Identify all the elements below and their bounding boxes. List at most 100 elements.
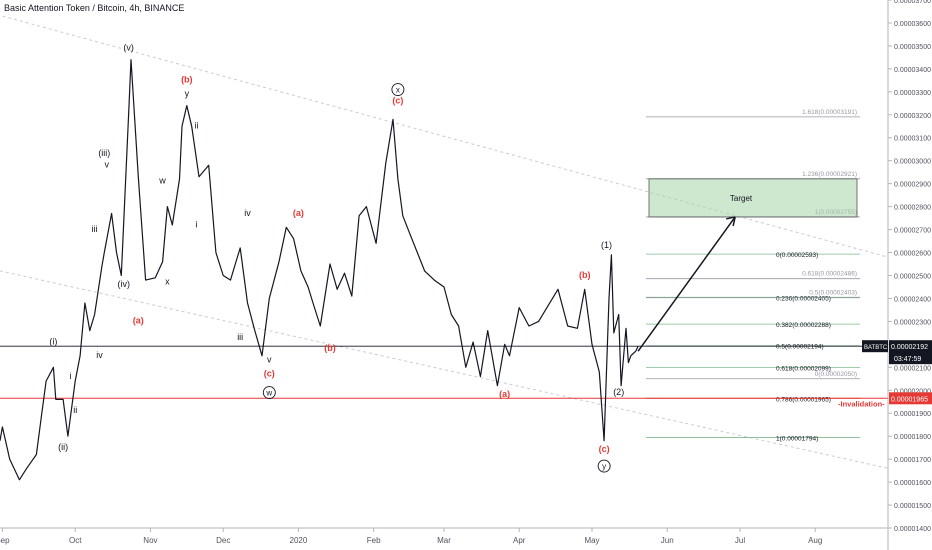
x-tick-label: Feb — [367, 536, 381, 545]
y-tick-label: 0.00003100 — [894, 136, 931, 143]
symbol-label: BATBTC — [864, 345, 888, 351]
y-tick-label: 0.00003300 — [894, 90, 931, 97]
wave-label: x — [165, 277, 170, 287]
x-tick-label: Sep — [0, 536, 10, 545]
y-tick-label: 0.00001500 — [894, 503, 931, 510]
y-tick-label: 0.00002300 — [894, 319, 931, 326]
y-tick-label: 0.00001700 — [894, 457, 931, 464]
y-tick-label: 0.00003600 — [894, 21, 931, 28]
wave-label: y — [185, 88, 190, 98]
wave-label: (2) — [613, 387, 624, 397]
x-tick-label: Jun — [661, 536, 674, 545]
wave-label: w — [158, 176, 166, 186]
wave-label: (b) — [579, 270, 591, 280]
price-line — [0, 59, 639, 481]
y-tick-label: 0.00002700 — [894, 228, 931, 235]
wave-label: v — [267, 355, 272, 365]
wave-circle-label: y — [602, 462, 606, 471]
symbol-tag — [862, 340, 888, 353]
countdown-label: 03:47:59 — [894, 356, 921, 363]
wave-circle — [391, 83, 405, 96]
fib-extension-label: 1.618(0.00003191) — [802, 109, 857, 116]
wave-label: (b) — [324, 343, 336, 353]
wave-label: (iii) — [98, 148, 110, 158]
wave-label: iv — [96, 350, 103, 360]
y-tick-label: 0.00002800 — [894, 205, 931, 212]
y-tick-label: 0.00003000 — [894, 159, 931, 166]
last-price-label: 0.00002192 — [891, 344, 928, 351]
wave-label: (c) — [392, 95, 403, 105]
wave-label: i — [69, 371, 71, 381]
wave-label: (1) — [601, 240, 612, 250]
price-axis-bg — [888, 0, 932, 550]
price-series — [0, 59, 639, 481]
x-tick-label: Aug — [808, 536, 822, 545]
y-tick-label: 0.00002100 — [894, 365, 931, 372]
fib-retracement-label: 0.5(0.00002194) — [776, 344, 824, 351]
trend-channel — [0, 15, 889, 469]
wave-label: iv — [244, 208, 251, 218]
y-tick-label: 0.00003200 — [894, 113, 931, 120]
wave-label: (c) — [599, 444, 610, 454]
fib-extension-label: 0(0.00002050) — [815, 371, 857, 378]
wave-label: (a) — [293, 208, 304, 218]
y-tick-label: 0.00002900 — [894, 182, 931, 189]
wave-circle — [597, 459, 611, 473]
wave-label: i — [196, 219, 198, 229]
fib-retracement-label: 0.786(0.00001965) — [776, 396, 831, 403]
wave-label: (ii) — [58, 442, 68, 452]
fib-retracement-label: 0(0.00002593) — [776, 252, 818, 259]
y-tick-label: 0.00002400 — [894, 296, 931, 303]
fib-retracement-label: 0.382(0.00002288) — [776, 322, 831, 329]
target-label: Target — [730, 194, 753, 203]
fib-retracement-label: 0.618(0.00002099) — [776, 366, 831, 373]
wave-labels: (i)(ii)iiiiiiivv(iii)(iv)(v)(a)wx(b)yiii… — [49, 43, 624, 473]
wave-label: (iv) — [117, 279, 130, 289]
y-tick-label: 0.00003400 — [894, 67, 931, 74]
y-tick-label: 0.00001600 — [894, 480, 931, 487]
wave-circle-label: w — [265, 389, 272, 398]
wave-label: (c) — [264, 368, 275, 378]
fib-extension-label: 1.236(0.00002921) — [802, 171, 857, 178]
projection-arrow — [637, 216, 736, 352]
y-tick-label: 0.00001400 — [894, 526, 931, 533]
y-tick-label: 0.00002500 — [894, 273, 931, 280]
wave-label: (a) — [133, 316, 144, 326]
target-zone: Target — [648, 178, 858, 218]
wave-circle — [262, 386, 276, 400]
y-tick-label: 0.00001900 — [894, 411, 931, 418]
x-tick-label: 2020 — [290, 536, 308, 545]
y-tick-label: 0.00003700 — [894, 0, 931, 5]
invalidation-price-tag — [889, 392, 932, 405]
x-tick-label: Jul — [735, 536, 745, 545]
invalidation-label: -Invalidation- — [838, 399, 885, 408]
x-tick-label: Apr — [513, 536, 526, 545]
wave-label: (i) — [49, 336, 57, 346]
wave-label: iii — [92, 224, 98, 234]
y-tick-label: 0.00002000 — [894, 388, 931, 395]
x-tick-label: Dec — [216, 536, 230, 545]
wave-circle-label: x — [396, 86, 400, 95]
x-tick-label: May — [584, 536, 599, 545]
last-price-tag — [889, 340, 932, 365]
arrow-line — [637, 216, 736, 352]
x-tick-label: Oct — [69, 536, 82, 545]
fib-retracement-label: 0.236(0.00002405) — [776, 295, 831, 302]
wave-label: (b) — [181, 75, 193, 85]
fib-retracement-label: 1(0.00001794) — [776, 436, 818, 443]
fib-levels: 0(0.00002593) 0.236(0.00002405) 0.382(0.00… — [0, 109, 888, 443]
target-box — [648, 178, 858, 218]
wave-label: v — [105, 160, 110, 170]
wave-label: (v) — [123, 43, 134, 53]
chart-title: Basic Attention Token / Bitcoin, 4h, BIN… — [4, 3, 185, 13]
fib-extension-label: 0.618(0.00002486) — [802, 271, 857, 278]
y-tick-label: 0.00002600 — [894, 251, 931, 258]
channel-line — [0, 270, 889, 469]
invalidation-price-label: 0.00001965 — [891, 396, 928, 403]
fib-extension-label: 0.5(0.00002403) — [809, 290, 857, 297]
arrow-head — [725, 216, 736, 227]
x-tick-label: Nov — [143, 536, 157, 545]
y-tick-label: 0.00001800 — [894, 434, 931, 441]
